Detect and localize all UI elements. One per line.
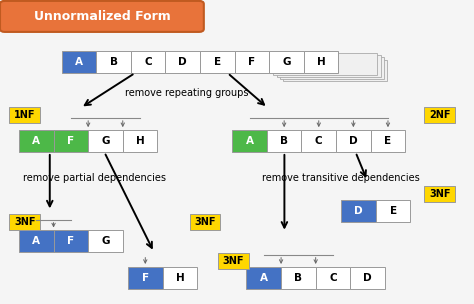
Bar: [301, 130, 336, 152]
Bar: [424, 107, 455, 123]
Text: F: F: [142, 273, 149, 283]
Bar: [424, 186, 455, 202]
Text: C: C: [144, 57, 152, 67]
Text: F: F: [67, 237, 74, 246]
Bar: [235, 51, 269, 73]
Bar: [9, 107, 40, 123]
Text: B: B: [280, 136, 288, 146]
Text: 1NF: 1NF: [14, 110, 36, 120]
Text: B: B: [294, 273, 302, 283]
Text: D: D: [349, 136, 358, 146]
Text: A: A: [246, 136, 254, 146]
Text: D: D: [178, 57, 187, 67]
Bar: [336, 130, 371, 152]
Text: A: A: [75, 57, 83, 67]
Bar: [19, 130, 54, 152]
Text: D: D: [363, 273, 372, 283]
Bar: [273, 53, 377, 75]
Bar: [131, 51, 165, 73]
Bar: [371, 130, 405, 152]
Bar: [88, 130, 123, 152]
Bar: [200, 51, 235, 73]
Text: 2NF: 2NF: [429, 110, 450, 120]
Bar: [283, 60, 387, 81]
Bar: [350, 267, 385, 289]
Bar: [277, 55, 381, 77]
Bar: [269, 51, 304, 73]
Text: G: G: [283, 57, 291, 67]
Bar: [88, 230, 123, 252]
Text: 3NF: 3NF: [223, 256, 244, 266]
Text: remove repeating groups: remove repeating groups: [126, 88, 249, 98]
Text: A: A: [32, 237, 40, 246]
Text: H: H: [136, 136, 145, 146]
Text: C: C: [329, 273, 337, 283]
Bar: [267, 130, 301, 152]
Text: G: G: [101, 237, 109, 246]
Bar: [376, 200, 410, 222]
Text: H: H: [317, 57, 326, 67]
Bar: [316, 267, 350, 289]
Bar: [280, 57, 384, 79]
Text: H: H: [175, 273, 184, 283]
Bar: [304, 51, 338, 73]
Text: D: D: [354, 206, 363, 216]
Text: 3NF: 3NF: [429, 189, 450, 199]
Text: B: B: [109, 57, 118, 67]
Bar: [232, 130, 267, 152]
Bar: [341, 200, 376, 222]
Text: C: C: [315, 136, 323, 146]
Bar: [281, 267, 316, 289]
Bar: [246, 267, 281, 289]
Bar: [163, 267, 197, 289]
Text: 3NF: 3NF: [14, 217, 36, 226]
Bar: [96, 51, 131, 73]
Text: F: F: [67, 136, 74, 146]
Text: remove partial dependencies: remove partial dependencies: [23, 173, 166, 183]
Bar: [123, 130, 157, 152]
Text: E: E: [384, 136, 392, 146]
Bar: [19, 230, 54, 252]
FancyBboxPatch shape: [0, 1, 204, 32]
Bar: [54, 130, 88, 152]
Text: 3NF: 3NF: [194, 217, 216, 226]
Text: A: A: [260, 273, 268, 283]
Text: A: A: [32, 136, 40, 146]
Bar: [54, 230, 88, 252]
Text: G: G: [101, 136, 109, 146]
Bar: [218, 253, 249, 269]
Bar: [128, 267, 163, 289]
Text: F: F: [248, 57, 255, 67]
Text: remove transitive dependencies: remove transitive dependencies: [263, 173, 420, 183]
Bar: [62, 51, 96, 73]
Bar: [190, 214, 220, 230]
Text: Unnormalized Form: Unnormalized Form: [34, 10, 170, 23]
Text: E: E: [390, 206, 397, 216]
Bar: [165, 51, 200, 73]
Bar: [9, 214, 40, 230]
Text: E: E: [214, 57, 221, 67]
